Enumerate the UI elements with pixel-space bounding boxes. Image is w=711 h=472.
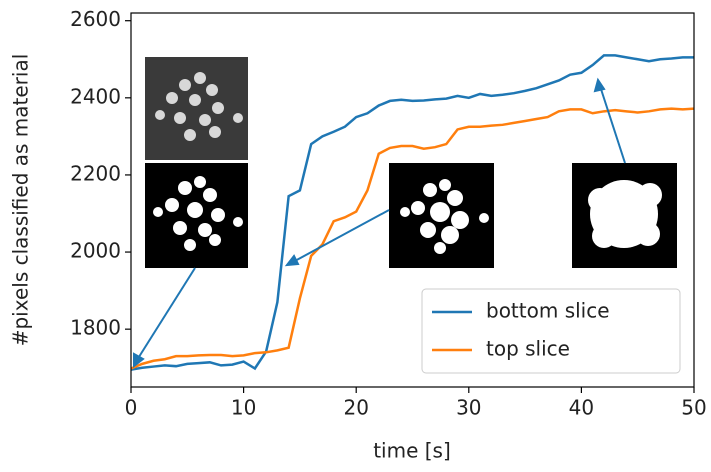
y-tick-label: 2600 <box>70 7 121 31</box>
chart: time [s] #pixels classified as material … <box>0 0 711 468</box>
x-tick-label: 20 <box>343 396 368 420</box>
x-tick-label: 10 <box>231 396 256 420</box>
x-tick-label: 40 <box>569 396 594 420</box>
y-tick-label: 2200 <box>70 161 121 185</box>
inset-blobs <box>588 180 662 248</box>
x-tick-label: 50 <box>681 396 706 420</box>
y-axis-label: #pixels classified as material <box>9 54 33 347</box>
inset-image <box>145 57 248 160</box>
y-tick-label: 2400 <box>70 84 121 108</box>
legend-label: bottom slice <box>486 299 610 323</box>
x-tick-label: 30 <box>456 396 481 420</box>
y-tick-label: 1800 <box>70 316 121 340</box>
y-tick-label: 2000 <box>70 239 121 263</box>
legend-label: top slice <box>486 337 570 361</box>
x-tick-label: 0 <box>125 396 138 420</box>
x-axis-label: time [s] <box>373 439 451 463</box>
